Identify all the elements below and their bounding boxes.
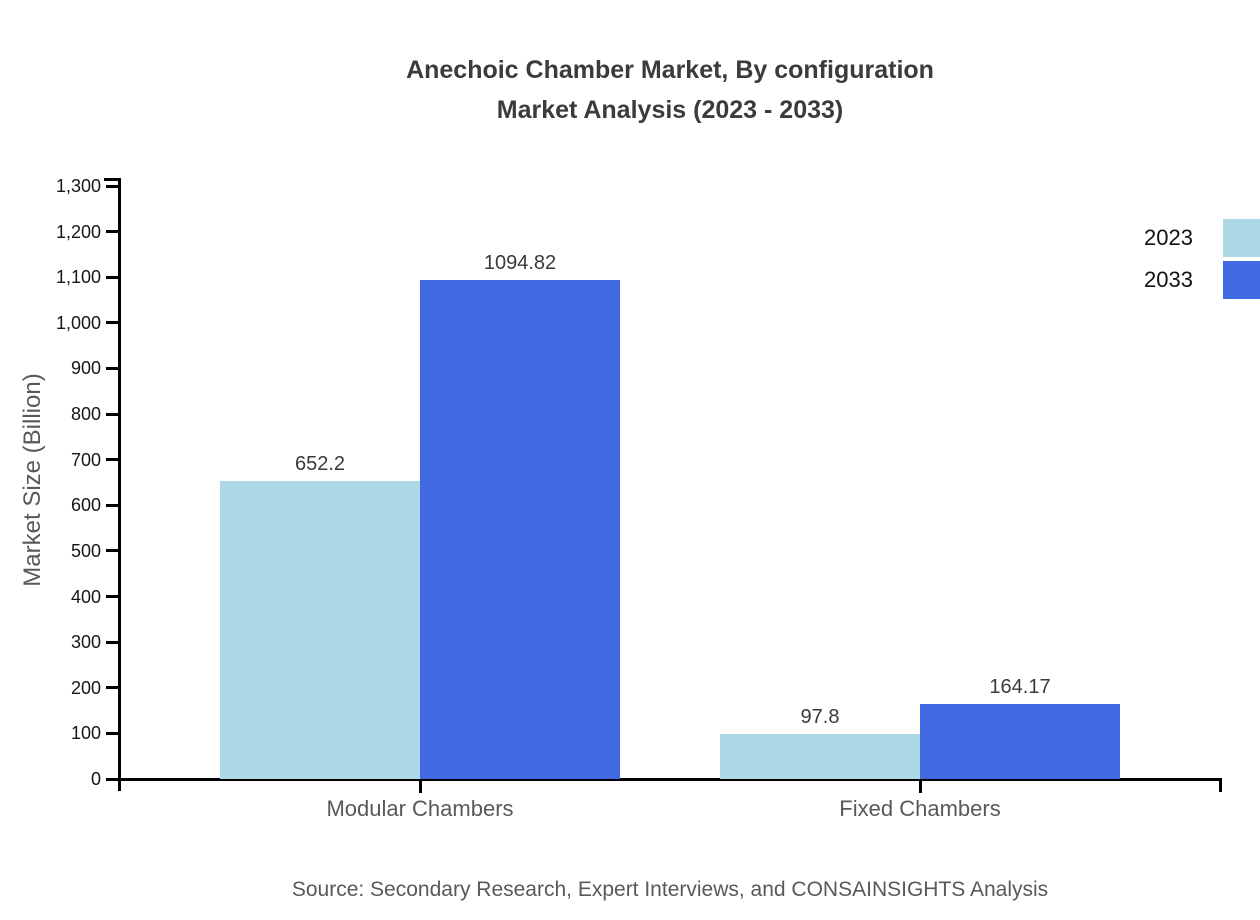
x-tick-mark-modular-chambers bbox=[418, 781, 422, 793]
y-tick-mark bbox=[106, 275, 118, 279]
bar-2033-modular-chambers bbox=[420, 279, 620, 779]
legend-label-2023: 2023 bbox=[1144, 225, 1193, 250]
legend-item-2023: 2023 bbox=[1144, 219, 1260, 257]
y-tick-mark bbox=[106, 686, 118, 690]
legend-item-2033: 2033 bbox=[1144, 261, 1260, 299]
x-axis-spine bbox=[107, 778, 1222, 781]
y-tick-mark bbox=[106, 731, 118, 735]
y-tick-mark bbox=[106, 412, 118, 416]
y-tick-mark bbox=[106, 366, 118, 370]
y-tick-label: 400 bbox=[70, 586, 101, 607]
value-label-2023-fixed-chambers: 97.8 bbox=[800, 706, 840, 729]
value-label-2023-modular-chambers: 652.2 bbox=[294, 453, 346, 476]
y-tick-mark bbox=[106, 503, 118, 507]
value-label-2033-fixed-chambers: 164.17 bbox=[989, 676, 1051, 699]
y-tick-label: 700 bbox=[70, 449, 101, 470]
y-tick-mark bbox=[106, 640, 118, 644]
y-tick-mark bbox=[106, 595, 118, 599]
category-label-fixed-chambers: Fixed Chambers bbox=[839, 796, 1001, 821]
legend-swatch-2033 bbox=[1223, 261, 1260, 299]
y-tick-label: 600 bbox=[70, 495, 101, 516]
chart-title-line2: Market Analysis (2023 - 2033) bbox=[496, 96, 844, 124]
legend: 2023 2033 bbox=[1144, 219, 1260, 303]
y-tick-mark bbox=[106, 230, 118, 234]
chart-title-line1: Anechoic Chamber Market, By configuratio… bbox=[406, 56, 934, 84]
source-text: Source: Secondary Research, Expert Inter… bbox=[291, 878, 1049, 901]
y-axis-spine bbox=[118, 178, 121, 791]
legend-label-2033: 2033 bbox=[1144, 267, 1193, 292]
y-tick-label: 1,200 bbox=[55, 221, 101, 242]
y-tick-mark bbox=[106, 321, 118, 325]
x-axis-end-cap bbox=[1219, 778, 1222, 792]
y-tick-mark bbox=[106, 184, 118, 188]
y-tick-label: 800 bbox=[70, 404, 101, 425]
bar-2023-modular-chambers bbox=[220, 481, 420, 779]
y-tick-mark bbox=[106, 458, 118, 462]
value-label-2033-modular-chambers: 1094.82 bbox=[483, 251, 557, 274]
bar-2023-fixed-chambers bbox=[720, 734, 920, 779]
y-tick-label: 1,000 bbox=[55, 312, 101, 333]
legend-swatch-2023 bbox=[1223, 219, 1260, 257]
y-tick-label: 200 bbox=[70, 677, 101, 698]
y-tick-label: 300 bbox=[70, 632, 101, 653]
y-tick-label: 1,300 bbox=[55, 176, 101, 196]
y-tick-label: 1,100 bbox=[55, 267, 101, 288]
x-tick-mark-fixed-chambers bbox=[918, 781, 922, 793]
y-tick-mark bbox=[106, 777, 118, 781]
y-tick-label: 500 bbox=[70, 540, 101, 561]
y-tick-label: 0 bbox=[90, 769, 101, 789]
y-tick-label: 100 bbox=[70, 723, 101, 744]
y-tick-mark bbox=[106, 549, 118, 553]
bar-2033-fixed-chambers bbox=[920, 704, 1120, 779]
y-axis-top-cap bbox=[104, 178, 118, 181]
chart-title: Anechoic Chamber Market, By configuratio… bbox=[80, 50, 1260, 130]
category-label-modular-chambers: Modular Chambers bbox=[326, 796, 514, 821]
y-tick-label: 900 bbox=[70, 358, 101, 379]
